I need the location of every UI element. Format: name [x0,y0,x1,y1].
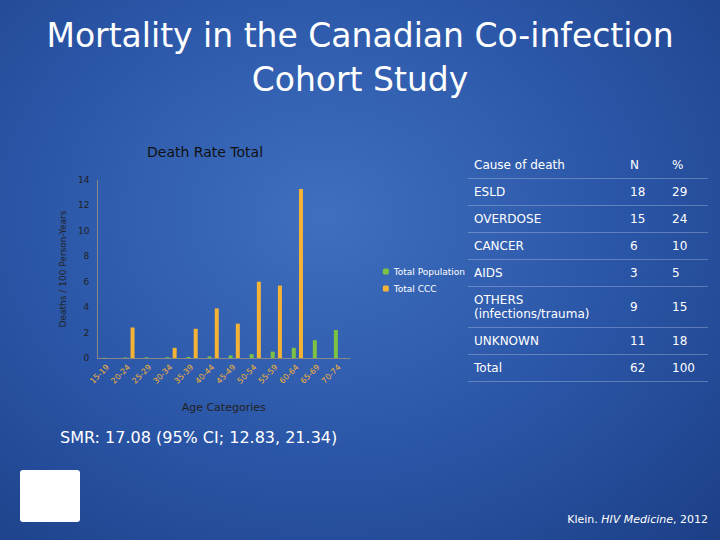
html-text:11: 11 [630,334,646,348]
svg-text:70-74: 70-74 [320,363,343,386]
svg-text:60-64: 60-64 [278,363,301,386]
svg-text:4: 4 [84,302,90,312]
svg-text:12: 12 [78,200,89,210]
svg-text:35-39: 35-39 [173,363,196,386]
svg-text:25-29: 25-29 [130,363,153,386]
svg-text:45-49: 45-49 [215,363,238,386]
svg-text:40-44: 40-44 [194,363,217,386]
html-text:Cause of death: Cause of death [474,158,565,172]
svg-text:15-19: 15-19 [88,363,111,386]
svg-text:Deaths / 100 Person-Years: Deaths / 100 Person-Years [58,210,68,327]
svg-text:Total Population: Total Population [393,267,465,277]
html-text:18: 18 [630,185,646,199]
svg-text:6: 6 [84,277,90,287]
html-text:CANCER: CANCER [474,239,524,253]
svg-text:Death Rate Total: Death Rate Total [147,144,263,160]
html-text:18: 18 [672,334,688,348]
svg-text:50-54: 50-54 [236,363,259,386]
svg-text:20-24: 20-24 [109,363,132,386]
html-text:5: 5 [672,266,680,280]
html-text:Klein. HIV Medicine, 2012: Klein. HIV Medicine, 2012 [567,513,708,526]
html-text:15: 15 [672,300,688,314]
svg-text:2: 2 [84,328,90,338]
html-text:62: 62 [630,361,646,375]
html-text:3: 3 [630,266,638,280]
html-text:100: 100 [672,361,695,375]
html-text:SMR: 17.08 (95% CI; 12.83, 21.: SMR: 17.08 (95% CI; 12.83, 21.34) [60,428,338,447]
svg-text:Age Categories: Age Categories [182,401,266,414]
html-text:15: 15 [630,212,646,226]
svg-text:Total CCC: Total CCC [393,284,437,294]
html-text:24: 24 [672,212,688,226]
svg-text:10: 10 [78,226,90,236]
svg-text:65-69: 65-69 [299,363,322,386]
svg-text:55-59: 55-59 [257,363,280,386]
svg-text:14: 14 [78,175,90,185]
svg-text:30-34: 30-34 [151,363,174,386]
html-text:29: 29 [672,185,688,199]
html-text:ESLD: ESLD [474,185,506,199]
html-text:Total: Total [474,361,502,375]
html-text:N: N [630,158,639,172]
html-text:UNKNOWN: UNKNOWN [474,334,539,348]
html-text:9: 9 [630,300,638,314]
svg-text:8: 8 [84,251,90,261]
html-text:10: 10 [672,239,688,253]
html-text:Mortality in the Canadian Co-i: Mortality in the Canadian Co-infection C… [46,16,674,99]
html-text:6: 6 [630,239,638,253]
html-text:OVERDOSE: OVERDOSE [474,212,542,226]
html-text:OTHERS (infections/trauma): OTHERS (infections/trauma) [474,293,590,321]
svg-text:0: 0 [84,353,90,363]
html-text:AIDS: AIDS [474,266,503,280]
